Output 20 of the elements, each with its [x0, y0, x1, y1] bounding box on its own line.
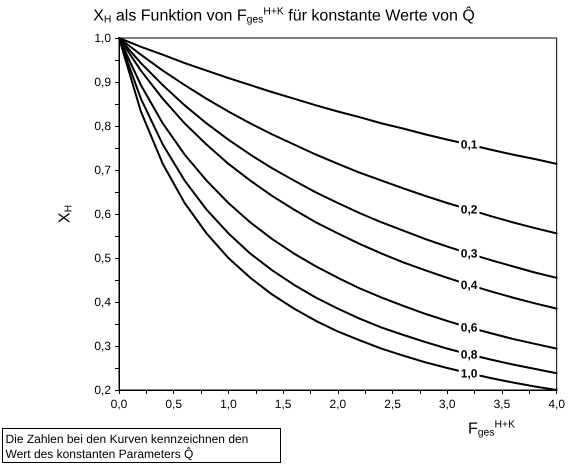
x-tick-label: 3,5: [494, 397, 511, 411]
y-axis-title: XH: [56, 204, 74, 224]
y-tick-label: 0,9: [94, 75, 112, 89]
y-tick-label: 0,4: [94, 295, 112, 309]
x-tick-label: 2,5: [384, 397, 402, 411]
y-tick-label: 1,0: [94, 31, 112, 45]
x-tick-label: 1,0: [220, 397, 238, 411]
y-tick-label: 0,3: [94, 339, 112, 353]
y-tick-label: 0,7: [94, 163, 112, 177]
x-tick-label: 4,0: [548, 397, 566, 411]
x-tick-label: 2,0: [329, 397, 346, 411]
x-tick-label: 0,5: [165, 397, 182, 411]
y-tick-label: 0,6: [94, 207, 112, 221]
y-tick-label: 0,8: [94, 119, 112, 133]
y-tick-label: 0,5: [94, 251, 112, 265]
x-tick-label: 0,0: [110, 397, 128, 411]
y-tick-label: 0,2: [94, 383, 112, 397]
text: Die Zahlen bei den Kurven kennzeichnen den Wert des konstanten Parameters Q̂: [6, 432, 252, 461]
x-tick-label: 1,5: [274, 397, 292, 411]
x-tick-label: 3,0: [438, 397, 456, 411]
